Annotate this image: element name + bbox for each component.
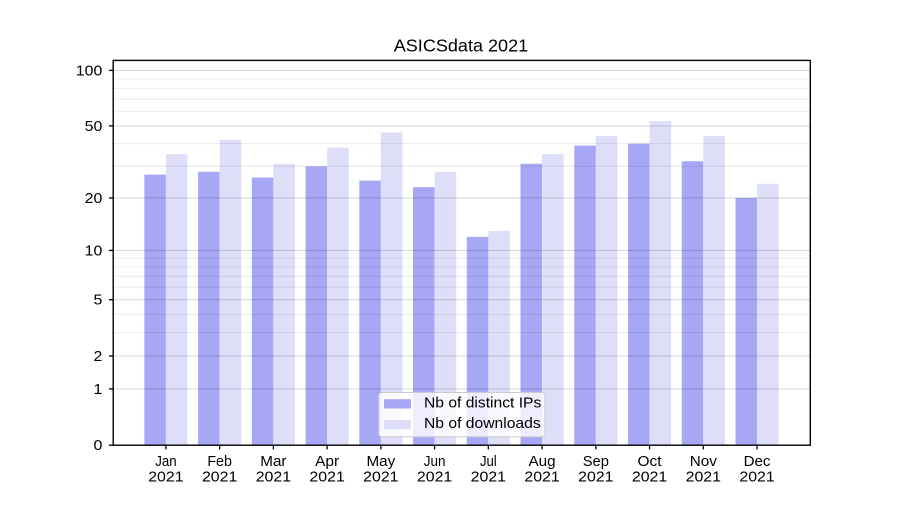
svg-text:2021: 2021: [686, 469, 721, 485]
svg-text:ASICSdata 2021: ASICSdata 2021: [394, 35, 528, 55]
svg-text:0: 0: [93, 438, 102, 454]
svg-text:1: 1: [93, 382, 102, 398]
svg-text:2021: 2021: [148, 469, 183, 485]
svg-text:Oct: Oct: [638, 454, 662, 470]
svg-text:2021: 2021: [363, 469, 398, 485]
svg-text:Aug: Aug: [529, 454, 556, 470]
svg-text:Jun: Jun: [424, 454, 446, 470]
svg-text:Nb of distinct IPs: Nb of distinct IPs: [424, 396, 541, 412]
svg-text:2021: 2021: [309, 469, 344, 485]
svg-text:50: 50: [85, 119, 103, 135]
svg-text:May: May: [367, 454, 396, 470]
svg-text:Feb: Feb: [207, 454, 232, 470]
svg-text:2021: 2021: [524, 469, 559, 485]
svg-text:2021: 2021: [578, 469, 613, 485]
svg-text:Mar: Mar: [260, 454, 286, 470]
svg-text:10: 10: [85, 243, 103, 259]
svg-text:Nb of downloads: Nb of downloads: [424, 416, 541, 432]
svg-text:2021: 2021: [256, 469, 291, 485]
svg-text:2021: 2021: [202, 469, 237, 485]
svg-text:2021: 2021: [739, 469, 774, 485]
svg-text:2021: 2021: [632, 469, 667, 485]
svg-text:2: 2: [93, 349, 102, 365]
svg-text:100: 100: [76, 63, 103, 79]
svg-text:Apr: Apr: [315, 454, 339, 470]
svg-text:5: 5: [93, 293, 102, 309]
svg-text:Jul: Jul: [480, 454, 497, 470]
svg-text:2021: 2021: [471, 469, 506, 485]
svg-text:Nov: Nov: [690, 454, 718, 470]
svg-text:20: 20: [85, 191, 103, 207]
svg-text:Jan: Jan: [155, 454, 176, 470]
svg-text:2021: 2021: [417, 469, 452, 485]
svg-text:Dec: Dec: [744, 454, 771, 470]
svg-text:Sep: Sep: [583, 454, 609, 470]
